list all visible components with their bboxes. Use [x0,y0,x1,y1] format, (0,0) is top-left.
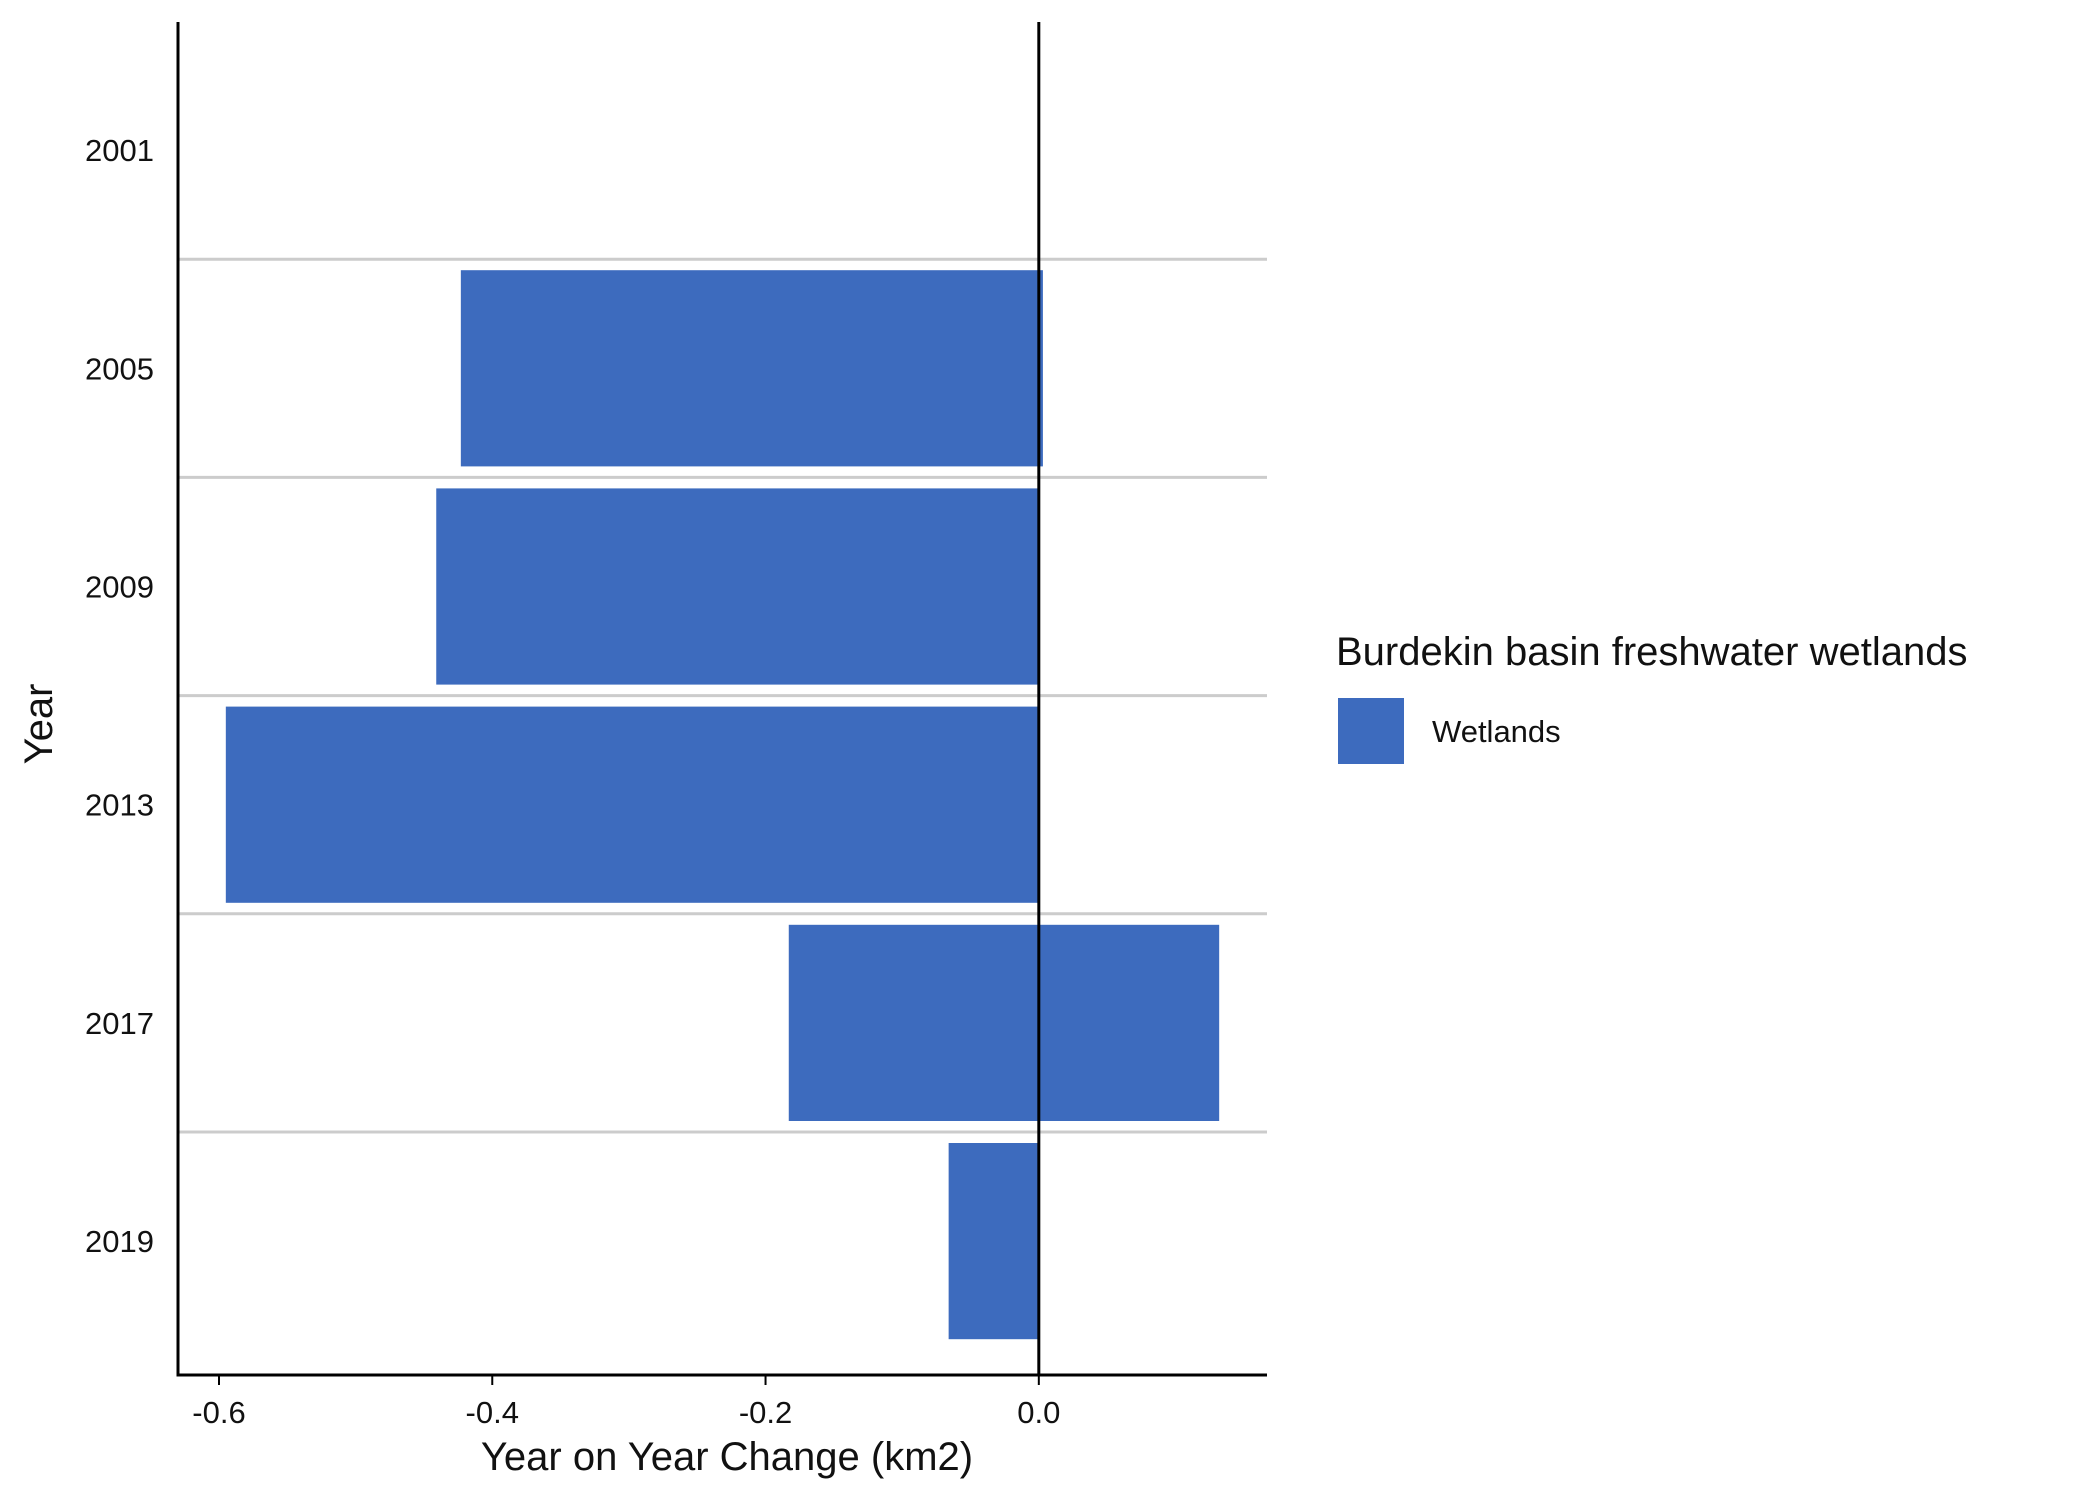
bar-2013 [225,706,1039,903]
bar-2005 [460,270,1043,467]
y-tick-label-2001: 2001 [85,133,154,168]
y-tick-label-2017: 2017 [85,1006,154,1041]
legend-title: Burdekin basin freshwater wetlands [1336,630,1967,674]
y-tick-label-2005: 2005 [85,351,154,386]
bar-2009 [436,488,1039,685]
x-tick-label: -0.2 [739,1395,792,1430]
y-tick-label-2013: 2013 [85,788,154,823]
y-tick-labels: 2001 2005 2009 2013 2017 2019 [85,133,154,1259]
legend: Burdekin basin freshwater wetlands Wetla… [1336,630,1967,764]
x-axis-title: Year on Year Change (km2) [481,1435,973,1479]
bars-layer [225,270,1220,1340]
x-tick-label: -0.4 [466,1395,519,1430]
bar-2019 [948,1143,1039,1340]
y-axis-title: Year [17,684,61,765]
grid-layer [178,257,1267,1134]
legend-label-wetlands: Wetlands [1432,714,1561,749]
y-tick-label-2009: 2009 [85,570,154,605]
x-tick-label: 0.0 [1017,1395,1060,1430]
legend-swatch-wetlands [1338,698,1404,764]
axes-layer [176,22,1267,1385]
y-tick-label-2019: 2019 [85,1224,154,1259]
bar-2017 [788,924,1220,1121]
x-tick-label: -0.6 [192,1395,245,1430]
x-tick-labels: -0.6 -0.4 -0.2 0.0 [192,1395,1060,1430]
